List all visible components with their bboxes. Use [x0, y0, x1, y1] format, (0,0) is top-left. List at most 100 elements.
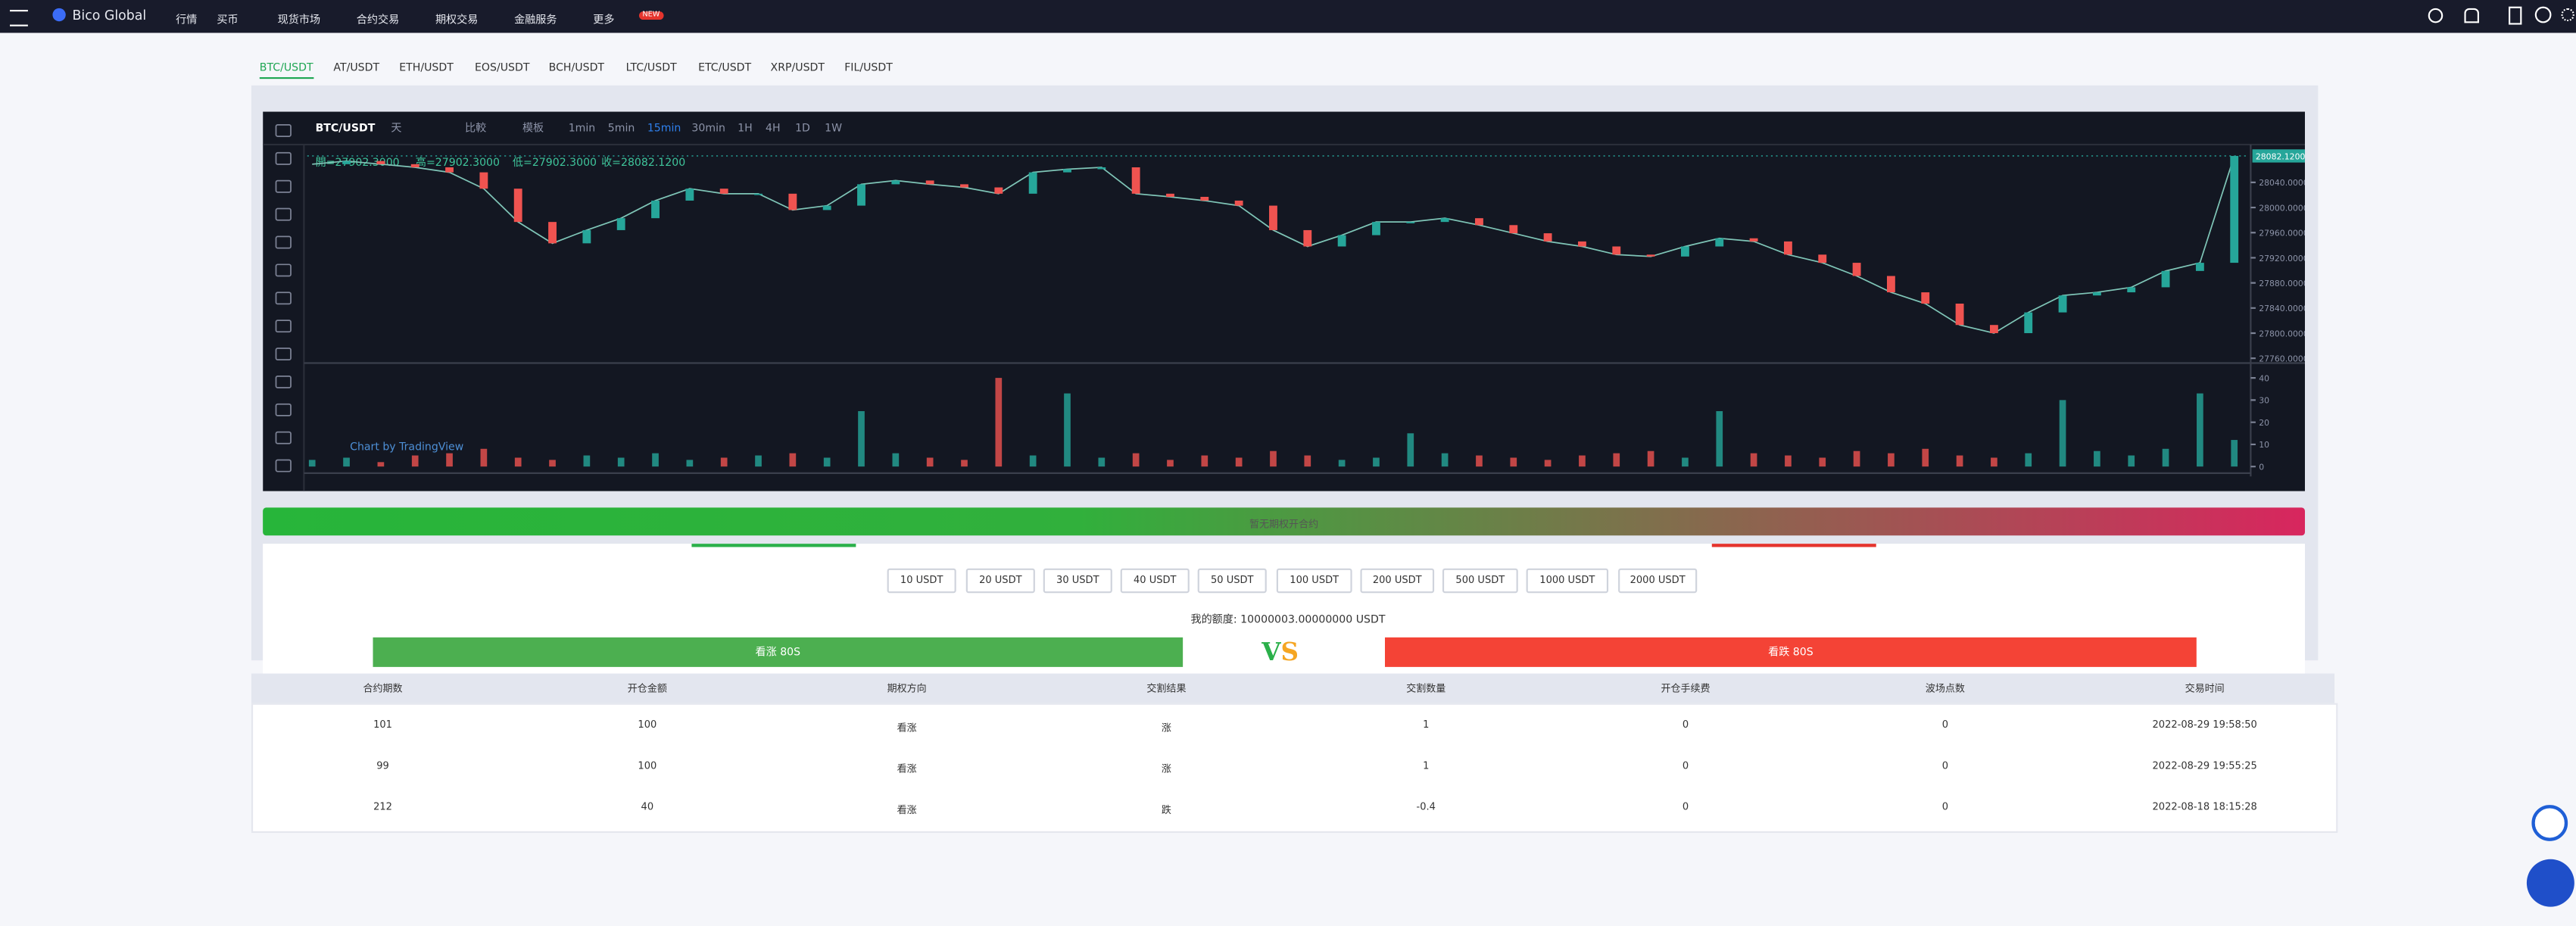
drawing-tool[interactable]: [275, 263, 292, 277]
pair-tab[interactable]: EOS/USDT: [475, 61, 530, 74]
candle: [1337, 235, 1346, 247]
interval[interactable]: 1min: [569, 123, 596, 135]
candle: [754, 193, 763, 195]
drawing-tool[interactable]: [275, 320, 292, 333]
brand[interactable]: Bico Global: [72, 8, 147, 23]
progress-down: [1711, 544, 1876, 547]
chat-icon[interactable]: [2526, 859, 2574, 907]
y-tick-label: 27840.0000: [2259, 304, 2305, 313]
drawing-tool[interactable]: [275, 375, 292, 388]
pair-tab[interactable]: BCH/USDT: [548, 61, 605, 74]
volume-bar: [1716, 411, 1723, 467]
buy-down-button[interactable]: 看跌 80S: [1385, 637, 2197, 667]
drawing-tool[interactable]: [275, 459, 292, 472]
table-cell: -0.4: [1416, 801, 1436, 813]
drawing-tool[interactable]: [275, 124, 292, 137]
candle: [2024, 312, 2033, 333]
quota-value: 10000003.00000000 USDT: [1240, 613, 1386, 626]
pair-tab[interactable]: BTC/USDT: [259, 61, 313, 80]
quota-label: 我的额度:: [1190, 613, 1237, 626]
candle: [1028, 172, 1037, 194]
pair-tab[interactable]: AT/USDT: [333, 61, 380, 74]
candle: [1681, 246, 1689, 257]
amount-button[interactable]: 500 USDT: [1442, 568, 1518, 594]
drawing-tool[interactable]: [275, 431, 292, 444]
theme-icon[interactable]: [2561, 8, 2574, 22]
user-icon[interactable]: [2428, 8, 2443, 23]
pair-tab[interactable]: ETC/USDT: [698, 61, 752, 74]
candle: [1200, 196, 1209, 201]
amount-button[interactable]: 20 USDT: [965, 568, 1035, 594]
candle: [960, 184, 968, 188]
candle: [479, 172, 488, 189]
drawing-tool[interactable]: [275, 151, 292, 165]
table-header: 波场点数: [1925, 683, 1965, 695]
volume-tick-label: 30: [2259, 396, 2269, 406]
amount-button[interactable]: 2000 USDT: [1618, 568, 1698, 594]
interval[interactable]: 5min: [608, 123, 635, 135]
interval[interactable]: 1D: [795, 123, 810, 135]
kline-chart: BTC/USDT 天 比較 模板 1min 5min 15min 30min 1H 4H 1D 1W 開…: [263, 111, 2306, 491]
table-body-bg: [251, 703, 2338, 834]
volume-bar: [514, 457, 522, 467]
interval[interactable]: 15min: [647, 123, 681, 135]
volume-bar: [1544, 460, 1552, 467]
nav-item[interactable]: 行情: [176, 13, 198, 27]
volume-bar: [1579, 455, 1586, 467]
nav-item[interactable]: 买币: [217, 13, 239, 27]
drawing-tool[interactable]: [275, 403, 292, 416]
interval[interactable]: 30min: [691, 123, 725, 135]
candle: [2058, 295, 2067, 313]
bell-icon[interactable]: [2464, 8, 2479, 23]
table-cell: 跌: [1161, 805, 1171, 817]
vs-label: VS: [1261, 638, 1299, 667]
amount-button[interactable]: 10 USDT: [887, 568, 956, 594]
candle: [891, 180, 900, 185]
drawing-tool[interactable]: [275, 207, 292, 221]
pair-tab[interactable]: ETH/USDT: [399, 61, 454, 74]
candle: [1475, 218, 1483, 226]
amount-button[interactable]: 40 USDT: [1120, 568, 1190, 594]
symbol[interactable]: BTC/USDT: [316, 123, 376, 135]
volume-bar: [1750, 453, 1757, 467]
amount-button[interactable]: 100 USDT: [1276, 568, 1352, 594]
table-header: 开仓金额: [627, 683, 667, 695]
y-tick-label: 28000.0000: [2259, 203, 2305, 213]
compare[interactable]: 比較: [465, 122, 486, 135]
pair-tab[interactable]: LTC/USDT: [625, 61, 677, 74]
amount-button[interactable]: 200 USDT: [1360, 568, 1435, 594]
pair-tab[interactable]: XRP/USDT: [770, 61, 825, 74]
nav-item[interactable]: 合约交易: [356, 13, 400, 27]
period[interactable]: 天: [391, 123, 401, 135]
amount-button[interactable]: 50 USDT: [1197, 568, 1267, 594]
candle: [582, 229, 591, 244]
interval[interactable]: 4H: [766, 123, 781, 135]
doc-icon[interactable]: [2509, 6, 2522, 25]
support-icon[interactable]: [2531, 805, 2568, 841]
interval[interactable]: 1W: [825, 123, 842, 135]
volume-bar: [995, 378, 1003, 467]
watermark: Chart by TradingView: [350, 441, 463, 453]
nav-item[interactable]: 金融服务: [514, 13, 557, 27]
drawing-tool[interactable]: [275, 235, 292, 249]
drawing-tool[interactable]: [275, 292, 292, 305]
template[interactable]: 模板: [522, 123, 544, 135]
drawing-tool[interactable]: [275, 179, 292, 193]
drawing-tool[interactable]: [275, 348, 292, 361]
interval[interactable]: 1H: [738, 123, 753, 135]
amount-button[interactable]: 1000 USDT: [1526, 568, 1609, 594]
top-nav: Bico Global: [0, 0, 2576, 33]
menu-icon[interactable]: [10, 10, 28, 27]
globe-icon[interactable]: [2534, 6, 2552, 23]
nav-item[interactable]: 期权交易: [435, 13, 479, 27]
pair-tab[interactable]: FIL/USDT: [844, 61, 893, 74]
volume-bar: [549, 460, 556, 467]
nav-item[interactable]: 更多: [593, 13, 615, 27]
nav-item[interactable]: 现货市场: [277, 13, 321, 27]
volume-bar: [1304, 455, 1311, 467]
buy-up-button[interactable]: 看涨 80S: [373, 637, 1184, 667]
amount-button[interactable]: 30 USDT: [1043, 568, 1112, 594]
volume-bar: [1441, 453, 1449, 467]
candle: [1063, 169, 1071, 173]
volume-bar: [2094, 451, 2100, 467]
